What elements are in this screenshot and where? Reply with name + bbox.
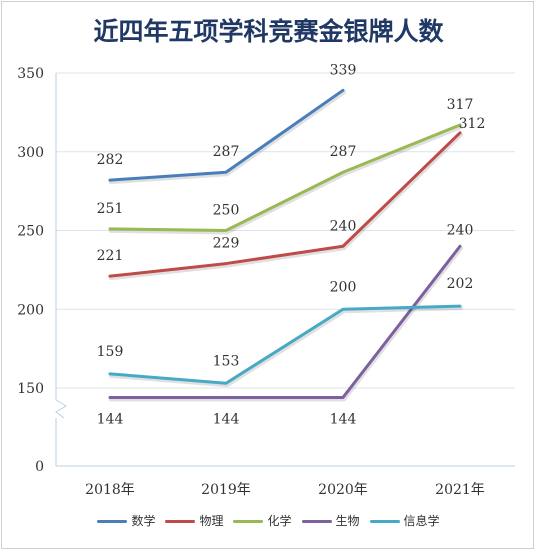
data-label: 287 <box>330 144 357 160</box>
legend: 数学 物理 化学 生物 信息学 <box>0 512 537 529</box>
data-label: 250 <box>213 203 240 219</box>
data-label: 221 <box>97 248 124 264</box>
x-tick-label: 2018年 <box>85 482 135 498</box>
data-label: 240 <box>447 222 474 238</box>
data-label: 144 <box>330 411 357 427</box>
legend-swatch <box>369 520 400 523</box>
y-tick-label: 150 <box>17 381 44 397</box>
y-tick-label: 350 <box>17 66 44 82</box>
data-label: 229 <box>213 236 240 252</box>
series-line-物理 <box>108 131 462 278</box>
axis-break-mark <box>55 399 67 419</box>
legend-swatch <box>233 520 264 523</box>
y-tick-label: 300 <box>17 145 44 161</box>
series-line-数学 <box>108 88 345 182</box>
data-label: 144 <box>97 411 124 427</box>
legend-swatch <box>165 520 196 523</box>
data-labels: 282 287 339 221 229 240 312 251 250 287 317 144 144 1… <box>97 62 486 427</box>
legend-label: 生物 <box>335 514 360 528</box>
y-tick-label: 200 <box>17 302 44 318</box>
grid-lines <box>56 72 515 467</box>
data-label: 317 <box>447 97 474 113</box>
data-label: 153 <box>213 353 240 369</box>
legend-item: 信息学 <box>369 512 440 529</box>
data-label: 144 <box>213 411 240 427</box>
data-label: 240 <box>330 218 357 234</box>
legend-item: 生物 <box>301 512 360 529</box>
x-axis: 2018年 2019年 2020年 2021年 <box>85 482 485 498</box>
data-label: 200 <box>330 279 357 295</box>
x-tick-label: 2020年 <box>318 482 368 498</box>
legend-swatch <box>301 520 332 523</box>
legend-label: 信息学 <box>403 514 440 528</box>
x-tick-label: 2021年 <box>435 482 485 498</box>
series-shadow <box>109 124 463 235</box>
data-label: 287 <box>213 144 240 160</box>
data-label: 202 <box>447 276 474 292</box>
series-line-信息学 <box>108 304 462 385</box>
series-shadow <box>109 132 463 281</box>
legend-swatch <box>97 520 128 523</box>
legend-label: 物理 <box>199 514 224 528</box>
series-shadow <box>109 306 463 388</box>
series-shadow <box>109 90 346 185</box>
series-line-化学 <box>108 123 462 232</box>
y-tick-label: 0 <box>35 459 44 475</box>
legend-item: 数学 <box>97 512 155 529</box>
legend-label: 数学 <box>131 514 156 528</box>
series-lines <box>108 88 463 402</box>
series-line-生物 <box>108 244 462 399</box>
data-label: 159 <box>97 344 124 360</box>
y-tick-label: 250 <box>17 224 44 240</box>
data-label: 339 <box>330 62 357 78</box>
data-label: 312 <box>459 116 486 132</box>
series-shadow <box>109 246 463 402</box>
chart-title: 近四年五项学科竞赛金银牌人数 <box>93 17 444 46</box>
x-tick-label: 2019年 <box>201 482 251 498</box>
legend-item: 物理 <box>165 512 223 529</box>
legend-item: 化学 <box>233 512 292 529</box>
data-label: 282 <box>97 152 124 168</box>
data-label: 251 <box>97 201 124 217</box>
legend-label: 化学 <box>267 514 292 528</box>
y-axis: 0 150 200 250 300 350 <box>17 66 515 475</box>
